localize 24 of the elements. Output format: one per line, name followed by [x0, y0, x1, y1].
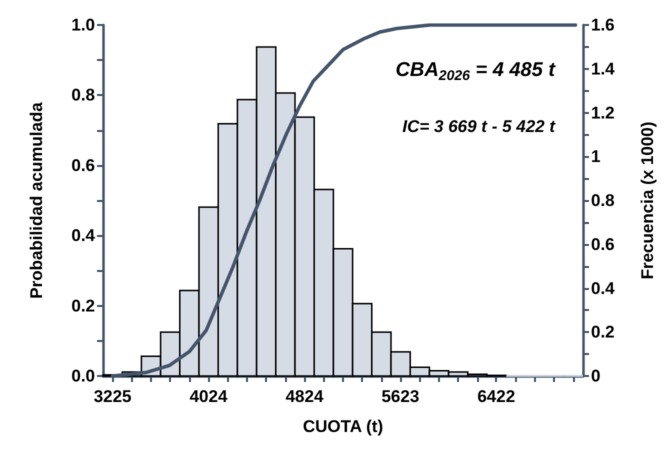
y2-tick-label: 0.2	[591, 322, 615, 342]
y2-tick-label: 0	[591, 366, 600, 386]
x-tick-label: 4824	[286, 387, 324, 406]
y2-tick-label: 1	[591, 147, 600, 166]
y2-tick-label: 0.8	[591, 191, 615, 210]
x-tick-label: 6422	[477, 387, 516, 406]
y2-tick-label: 1.2	[591, 103, 615, 122]
y2-tick-label: 1.4	[591, 59, 616, 78]
y-tick-label: 0.2	[71, 296, 95, 316]
y-tick-label: 0.8	[71, 86, 95, 105]
y-tick-label: 0.4	[71, 226, 96, 246]
y-tick-label: 1.0	[71, 16, 95, 34]
x-tick-label: 3225	[94, 387, 132, 406]
x-axis-title: CUOTA (t)	[302, 417, 384, 436]
y2-axis-title: Frecuencia (x 1000)	[638, 122, 657, 280]
y2-tick-label: 0.4	[591, 278, 616, 298]
y-axis-title: Probabilidad acumulada	[27, 102, 46, 299]
y-tick-label: 0.6	[71, 156, 95, 175]
x-tick-label: 5623	[381, 387, 420, 406]
x-tick-label: 4024	[190, 387, 228, 406]
annotation: IC= 3 669 t - 5 422 t	[402, 117, 556, 136]
y-tick-label: 0.0	[71, 366, 95, 386]
y2-tick-label: 1.6	[591, 16, 615, 34]
y2-tick-label: 0.6	[591, 234, 615, 254]
